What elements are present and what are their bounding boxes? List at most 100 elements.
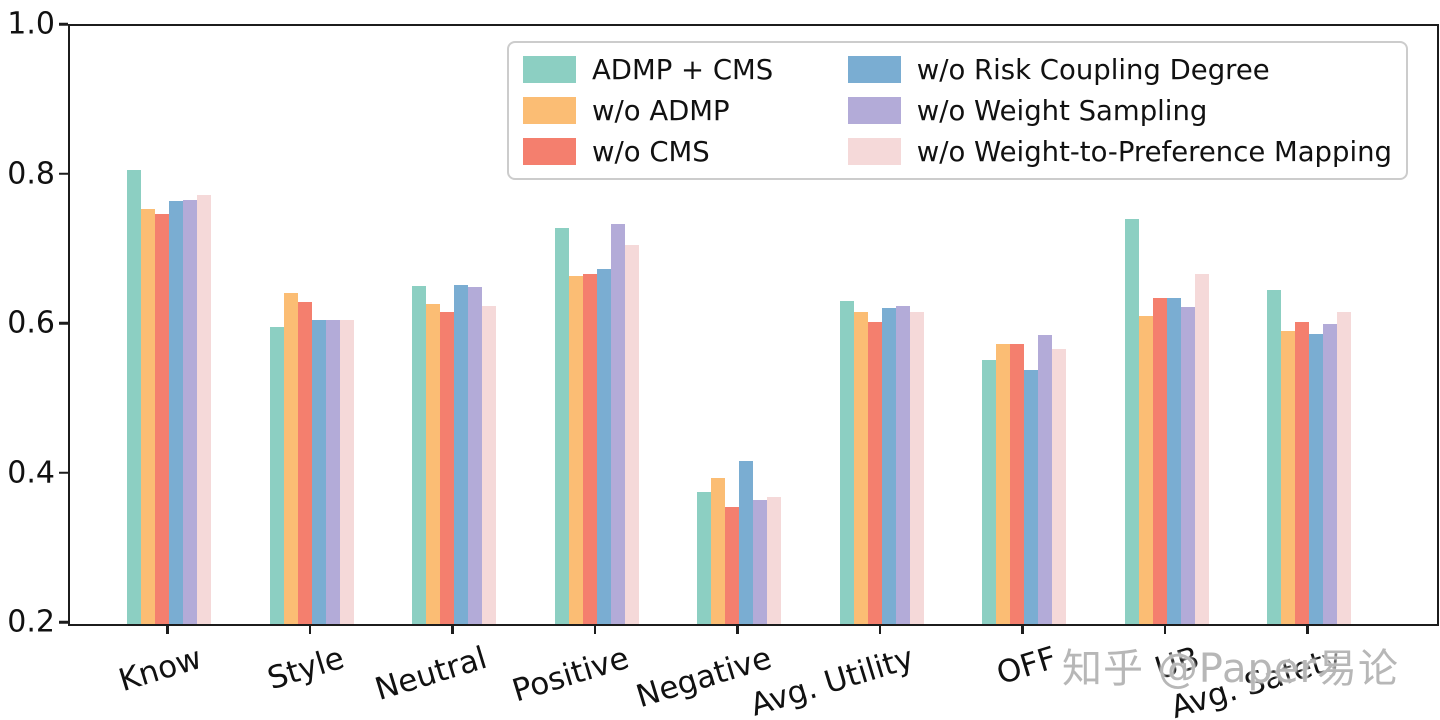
bar-3-avg-safety [1295,322,1309,624]
bar-5-positive [610,224,625,624]
bar-5-ub [1180,307,1195,624]
legend-label: w/o ADMP [592,94,730,127]
x-tick-mark [736,624,739,634]
legend-swatch [523,138,576,165]
x-category-label: Positive [508,640,634,710]
bar-2-style [283,292,298,624]
legend-label: w/o Weight-to-Preference Mapping [916,135,1392,168]
y-tick-mark [59,172,68,175]
legend-item: ADMP + CMS [523,52,822,88]
legend-swatch [523,97,576,124]
x-tick-mark [1163,624,1166,634]
x-tick-mark [166,624,169,634]
watermark: 知乎 @Paper易论 [1062,646,1399,692]
legend-column: w/o Risk Coupling Degree w/o Weight Sampl… [847,52,1392,170]
bar-4-know [169,200,183,624]
legend-swatch [847,138,901,165]
x-tick-mark [451,624,454,634]
x-tick-mark [878,624,881,634]
legend: ADMP + CMS w/o ADMP w/o CMS w/o Risk Coupli… [507,41,1408,180]
legend-swatch [847,97,901,124]
bar-4-positive [596,268,611,624]
y-tick-mark [59,22,68,26]
bar-3-neutral [440,311,454,624]
legend-swatch [523,56,576,83]
legend-item: w/o Weight Sampling [847,93,1392,129]
bar-3-negative [725,506,739,624]
bar-1-off [982,360,996,624]
bar-1-know [127,170,141,624]
bar-6-avg-utility [909,312,924,624]
bar-2-off [996,343,1010,624]
bar-2-avg-utility [853,311,868,624]
legend-item: w/o CMS [523,134,822,170]
bar-1-avg-safety [1267,289,1281,624]
legend-label: w/o Weight Sampling [916,94,1208,127]
bar-1-ub [1124,218,1139,624]
x-tick-mark [1021,624,1024,634]
legend-swatch [847,56,901,83]
bar-4-avg-safety [1309,333,1323,624]
legend-label: ADMP + CMS [592,53,774,86]
bar-3-know [155,214,169,624]
y-tick-mark [59,321,68,325]
bar-6-off [1052,348,1066,624]
bar-6-positive [624,245,639,624]
bar-1-negative [697,492,711,624]
bar-6-negative [767,496,781,624]
bar-1-neutral [412,286,426,624]
bar-5-off [1038,334,1052,624]
legend-label: w/o Risk Coupling Degree [916,53,1270,86]
bar-5-negative [753,499,767,624]
x-tick-mark [308,624,311,634]
bar-1-style [269,326,284,624]
bar-6-avg-safety [1337,312,1351,624]
bar-6-ub [1194,274,1209,624]
bar-3-avg-utility [867,322,882,624]
bar-5-know [183,200,197,624]
bar-1-positive [554,227,569,624]
bar-2-negative [711,478,725,624]
legend-item: w/o Risk Coupling Degree [847,52,1392,88]
y-tick-label: 0.2 [7,604,55,640]
bar-6-style [339,319,354,624]
bar-5-avg-safety [1323,323,1337,624]
bar-4-style [311,319,326,624]
bar-2-know [141,209,155,624]
x-category-label: Know [114,640,206,700]
y-tick-mark [59,620,68,624]
legend-item: w/o Weight-to-Preference Mapping [847,134,1392,170]
bar-4-off [1024,369,1038,624]
bar-4-ub [1166,298,1181,624]
bar-4-avg-utility [881,307,896,624]
bar-6-neutral [482,306,496,624]
y-tick-mark [59,471,68,474]
bar-3-off [1010,343,1024,624]
bar-5-avg-utility [895,306,910,624]
bar-3-positive [582,274,597,624]
bar-4-negative [739,461,753,624]
y-tick-label: 0.4 [7,455,55,490]
bar-1-avg-utility [839,301,854,624]
y-tick-label: 0.6 [7,305,55,341]
legend-label: w/o CMS [592,135,710,168]
bar-4-neutral [454,285,468,624]
bar-6-know [197,194,211,624]
y-tick-label: 0.8 [7,156,55,191]
y-tick-label: 1.0 [7,6,55,42]
bar-2-neutral [426,304,440,624]
bar-5-neutral [468,286,482,624]
x-tick-mark [593,624,596,634]
bar-2-positive [568,276,583,624]
x-category-label: Style [263,640,349,698]
legend-item: w/o ADMP [523,93,822,129]
x-tick-mark [1306,624,1309,634]
legend-column: ADMP + CMS w/o ADMP w/o CMS [523,52,822,170]
bar-3-style [297,301,312,624]
x-category-label: Neutral [370,640,491,708]
bar-2-ub [1138,316,1153,624]
x-category-label: OFF [992,640,1061,692]
bar-2-avg-safety [1281,330,1295,624]
bar-3-ub [1152,298,1167,624]
